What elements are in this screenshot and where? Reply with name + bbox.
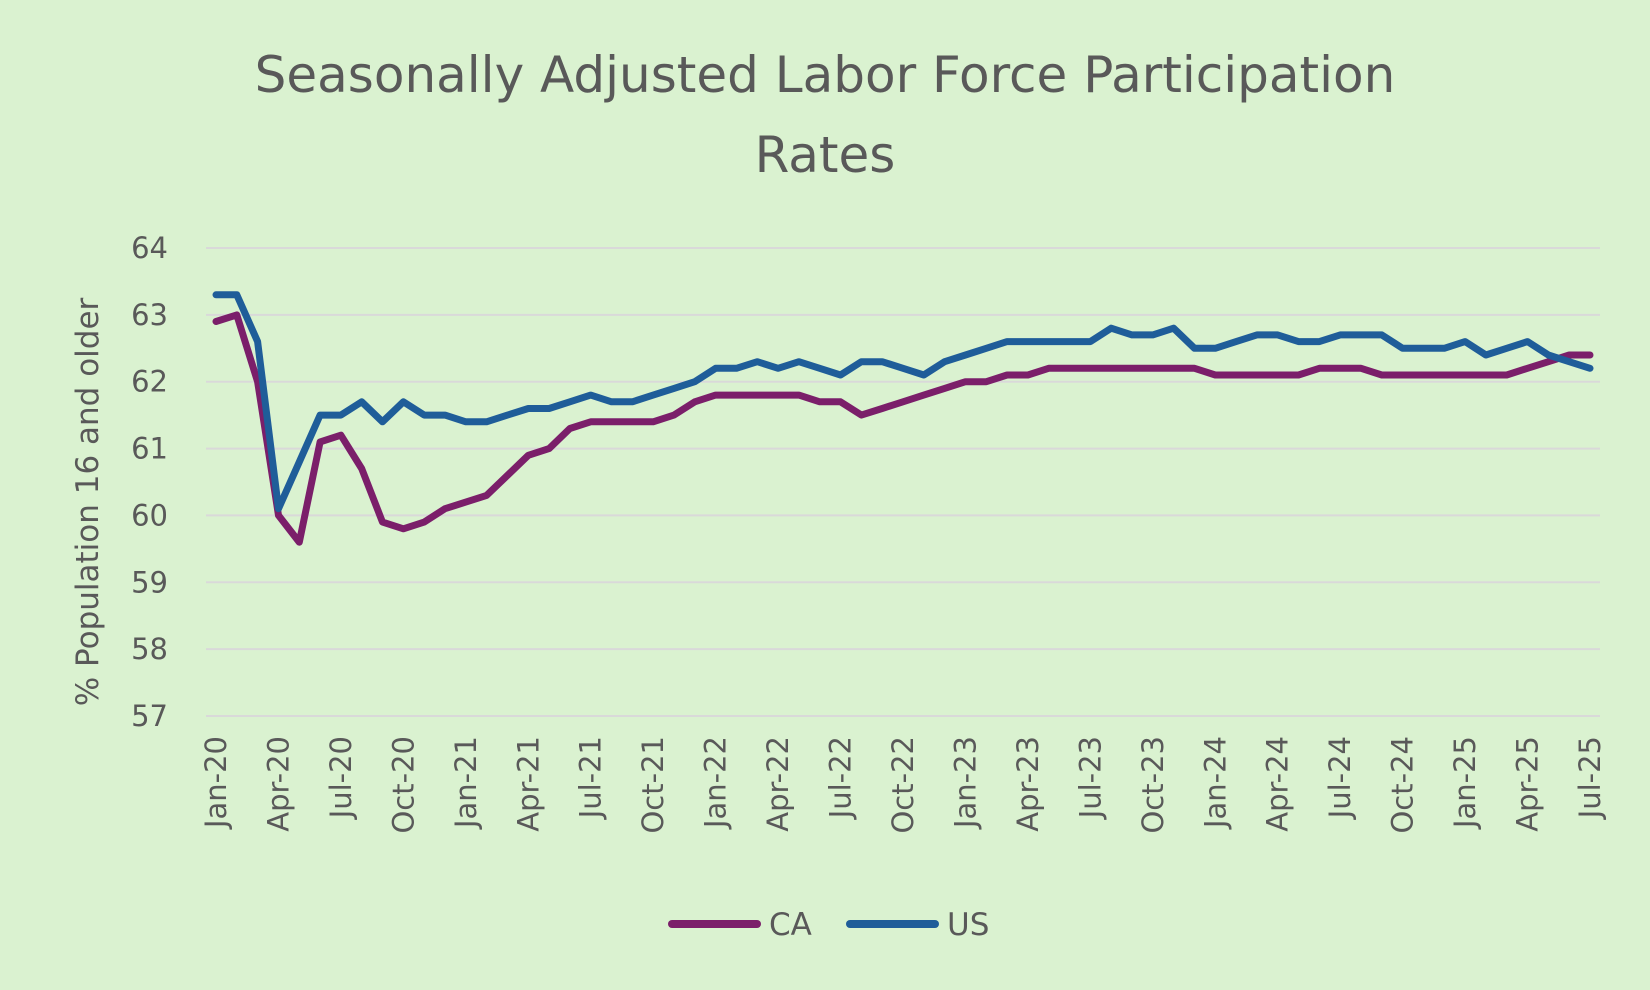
y-tick-label: 60	[131, 498, 168, 532]
x-tick-label: Oct-22	[886, 736, 920, 834]
x-tick-label: Apr-25	[1511, 736, 1545, 832]
series-line-us	[212, 291, 1594, 513]
x-tick-label: Apr-21	[511, 736, 545, 832]
y-axis-title: % Population 16 and older	[70, 297, 106, 706]
y-tick-label: 58	[131, 632, 168, 666]
y-tick-label: 61	[131, 432, 168, 466]
x-tick-label: Jan-21	[449, 736, 483, 830]
legend: CA US	[668, 907, 989, 943]
y-tick-label: 64	[131, 231, 168, 265]
x-axis-ticks: Jan-20 Apr-20 Jul-20 Oct-20 Jan-21 Apr-21 Jul-…	[199, 736, 1607, 834]
legend-label-us: US	[947, 907, 989, 943]
y-tick-label: 62	[131, 365, 168, 399]
x-tick-label: Oct-20	[386, 736, 420, 834]
legend-label-ca: CA	[769, 907, 812, 943]
series-lines	[212, 291, 1594, 546]
y-axis-ticks: 57 58 59 60 61 62 63 64	[131, 231, 168, 733]
x-tick-label: Apr-24	[1261, 736, 1295, 832]
x-tick-label: Jan-23	[948, 736, 982, 830]
y-tick-label: 57	[131, 699, 168, 733]
x-tick-label: Oct-24	[1386, 736, 1420, 834]
x-tick-label: Jan-25	[1448, 736, 1482, 830]
x-tick-label: Oct-23	[1136, 736, 1170, 834]
x-tick-label: Apr-23	[1011, 736, 1045, 832]
y-tick-label: 59	[131, 565, 168, 599]
chart-title-line-1: Seasonally Adjusted Labor Force Particip…	[255, 46, 1396, 104]
x-tick-label: Jul-23	[1073, 736, 1107, 820]
x-tick-label: Jul-21	[574, 736, 608, 820]
x-tick-label: Jul-25	[1573, 736, 1607, 820]
series-line-ca	[212, 311, 1594, 546]
chart-title-line-2: Rates	[755, 126, 896, 184]
x-tick-label: Oct-21	[636, 736, 670, 834]
x-tick-label: Apr-22	[761, 736, 795, 832]
x-tick-label: Jan-20	[199, 736, 233, 830]
x-tick-label: Jan-22	[699, 736, 733, 830]
x-tick-label: Apr-20	[261, 736, 295, 832]
x-tick-label: Jul-20	[324, 736, 358, 820]
gridlines	[206, 247, 1600, 717]
x-tick-label: Jul-24	[1323, 736, 1357, 820]
y-tick-label: 63	[131, 298, 168, 332]
x-tick-label: Jan-24	[1198, 736, 1232, 830]
x-tick-label: Jul-22	[824, 736, 858, 820]
